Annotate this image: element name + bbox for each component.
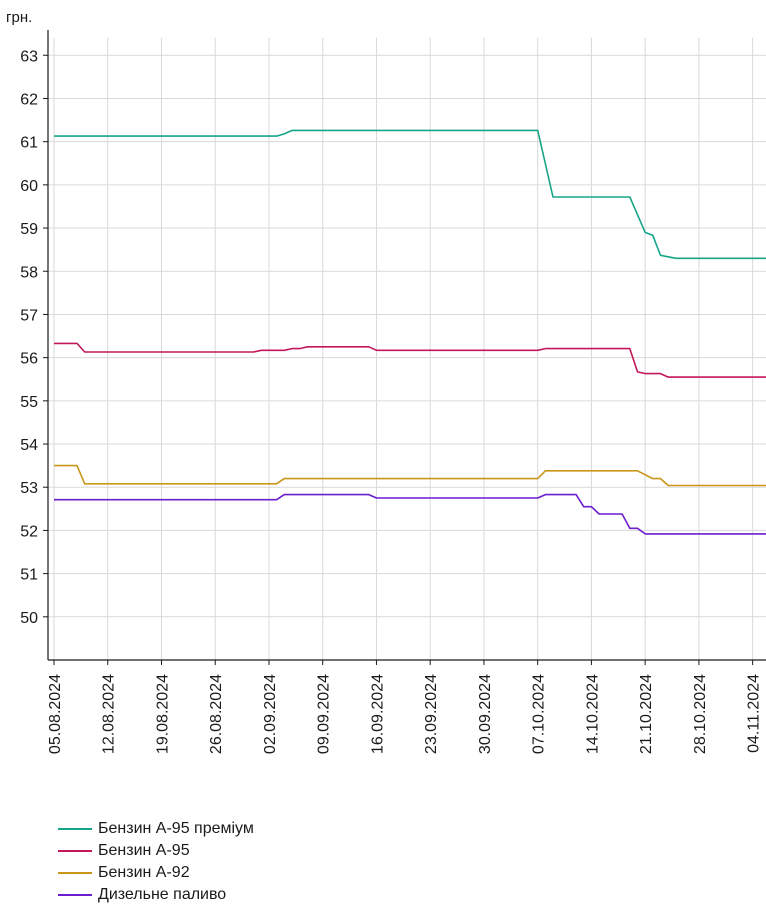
y-tick-label: 63 [20,48,38,65]
y-tick-label: 59 [20,221,38,238]
x-tick-label: 30.09.2024 [477,674,494,754]
y-tick-label: 52 [20,523,38,540]
x-tick-label: 02.09.2024 [262,674,279,754]
x-tick-label: 28.10.2024 [692,674,709,754]
series-line-3 [54,464,766,487]
legend: Бензин А-95 преміум Бензин А-95 Бензин А-9… [58,818,254,906]
x-tick-label: 26.08.2024 [208,674,225,754]
y-tick-label: 56 [20,351,38,368]
y-axis-unit-label: грн. [6,9,32,26]
legend-swatch [58,894,92,896]
x-tick-label: 16.09.2024 [369,674,386,754]
x-tick-label: 19.08.2024 [154,674,171,754]
y-tick-label: 62 [20,91,38,108]
axes [43,30,766,665]
y-tick-label: 57 [20,307,38,324]
series-line-1 [54,129,766,260]
x-tick-label: 23.09.2024 [423,674,440,754]
legend-swatch [58,828,92,830]
x-tick-label: 21.10.2024 [638,674,655,754]
series-line-2 [54,342,766,378]
legend-item: Бензин А-95 [58,840,254,862]
legend-item: Бензин А-95 преміум [58,818,254,840]
grid [48,38,766,660]
legend-swatch [58,850,92,852]
tick-labels: 50 51 52 53 54 55 56 57 58 59 60 61 62 63 05.08.2024 12… [20,48,762,754]
y-tick-label: 55 [20,394,38,411]
x-tick-label: 05.08.2024 [47,674,64,754]
legend-label: Бензин А-95 [98,842,190,859]
x-tick-label: 12.08.2024 [101,674,118,754]
series-line-4 [54,493,766,535]
line-chart: 50 51 52 53 54 55 56 57 58 59 60 61 62 63 05.08.2024 12… [6,9,766,754]
legend-swatch [58,872,92,874]
x-tick-label: 04.11.2024 [746,674,763,753]
y-tick-label: 50 [20,610,38,627]
legend-label: Дизельне паливо [98,886,227,903]
y-tick-label: 53 [20,480,38,497]
x-tick-label: 14.10.2024 [584,674,601,754]
legend-label: Бензин А-95 преміум [98,820,254,837]
legend-item: Дизельне паливо [58,884,254,906]
x-tick-label: 07.10.2024 [531,674,548,754]
series-layer [54,129,766,535]
y-tick-label: 51 [20,567,38,584]
y-tick-label: 58 [20,264,38,281]
x-tick-label: 09.09.2024 [316,674,333,754]
y-tick-label: 54 [20,437,38,454]
y-tick-label: 61 [20,135,38,152]
y-tick-label: 60 [20,178,38,195]
legend-label: Бензин А-92 [98,864,190,881]
legend-item: Бензин А-92 [58,862,254,884]
